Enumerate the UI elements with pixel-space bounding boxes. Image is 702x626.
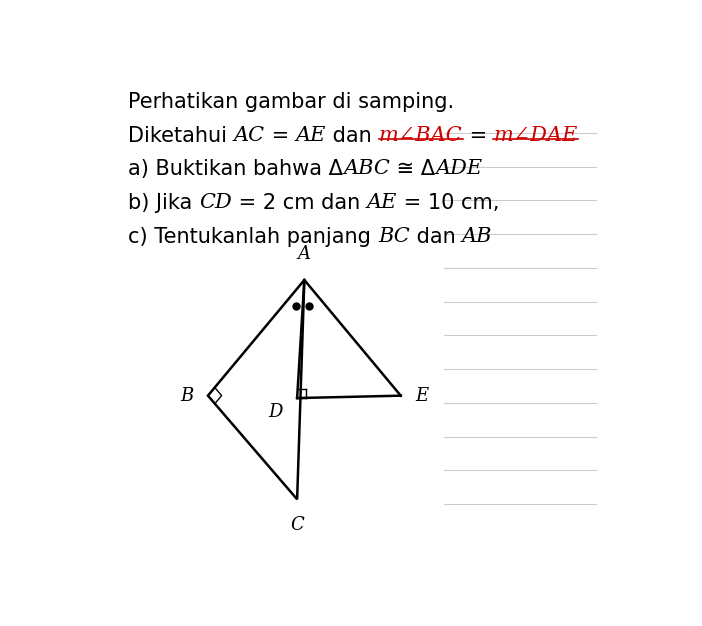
Text: ≅ Δ: ≅ Δ [390, 160, 435, 180]
Text: ADE: ADE [435, 160, 482, 178]
Text: AB: AB [462, 227, 493, 246]
Text: b) Jika: b) Jika [128, 193, 199, 213]
Text: c) Tentukanlah panjang: c) Tentukanlah panjang [128, 227, 378, 247]
Text: E: E [415, 387, 428, 404]
Text: CD: CD [199, 193, 232, 212]
Text: AC: AC [234, 126, 265, 145]
Text: AE: AE [367, 193, 397, 212]
Text: Diketahui: Diketahui [128, 126, 234, 146]
Text: a) Buktikan bahwa Δ: a) Buktikan bahwa Δ [128, 160, 343, 180]
Text: Perhatikan gambar di samping.: Perhatikan gambar di samping. [128, 92, 454, 112]
Text: ABC: ABC [343, 160, 390, 178]
Text: BC: BC [378, 227, 410, 246]
Text: C: C [290, 516, 304, 534]
Text: dan: dan [410, 227, 462, 247]
Text: AE: AE [296, 126, 326, 145]
Text: m∠BAC: m∠BAC [379, 126, 463, 145]
Text: m∠DAE: m∠DAE [494, 126, 578, 145]
Text: A: A [298, 245, 311, 263]
Text: B: B [180, 387, 194, 404]
Text: D: D [268, 403, 283, 421]
Text: dan: dan [326, 126, 379, 146]
Text: = 10 cm,: = 10 cm, [397, 193, 500, 213]
Text: =: = [463, 126, 494, 146]
Text: =: = [265, 126, 296, 146]
Text: = 2 cm dan: = 2 cm dan [232, 193, 367, 213]
